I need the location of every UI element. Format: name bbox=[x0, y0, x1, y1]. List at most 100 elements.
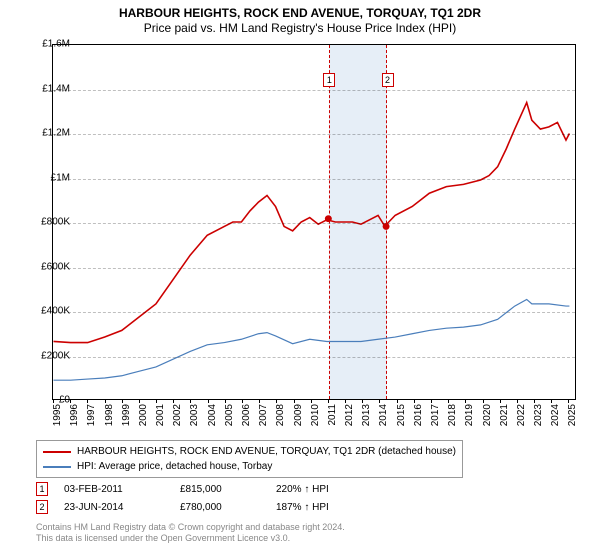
x-tick bbox=[345, 399, 346, 403]
x-axis-label: 1996 bbox=[69, 404, 80, 426]
legend-item-subject: HARBOUR HEIGHTS, ROCK END AVENUE, TORQUA… bbox=[43, 444, 456, 459]
x-axis-label: 2018 bbox=[447, 404, 458, 426]
x-axis-label: 2008 bbox=[275, 404, 286, 426]
legend-label: HPI: Average price, detached house, Torb… bbox=[77, 459, 272, 474]
x-axis-label: 2019 bbox=[464, 404, 475, 426]
x-axis-label: 2000 bbox=[138, 404, 149, 426]
x-axis-label: 2014 bbox=[378, 404, 389, 426]
x-tick bbox=[517, 399, 518, 403]
x-tick bbox=[105, 399, 106, 403]
x-tick bbox=[534, 399, 535, 403]
x-tick bbox=[465, 399, 466, 403]
x-axis-label: 2004 bbox=[207, 404, 218, 426]
y-axis-label: £1M bbox=[26, 172, 70, 183]
x-axis-label: 2005 bbox=[224, 404, 235, 426]
chart-container: HARBOUR HEIGHTS, ROCK END AVENUE, TORQUA… bbox=[0, 0, 600, 560]
sale-marker-box: 1 bbox=[36, 482, 48, 496]
x-tick bbox=[122, 399, 123, 403]
x-axis-label: 2002 bbox=[172, 404, 183, 426]
x-tick bbox=[294, 399, 295, 403]
x-tick bbox=[362, 399, 363, 403]
x-tick bbox=[379, 399, 380, 403]
sale-vs-hpi: 220% ↑ HPI bbox=[276, 484, 376, 495]
x-axis-label: 2001 bbox=[155, 404, 166, 426]
x-tick bbox=[190, 399, 191, 403]
chart-svg bbox=[53, 45, 575, 399]
legend: HARBOUR HEIGHTS, ROCK END AVENUE, TORQUA… bbox=[36, 440, 463, 478]
x-axis-label: 2007 bbox=[258, 404, 269, 426]
x-axis-label: 2023 bbox=[533, 404, 544, 426]
chart-title-sub: Price paid vs. HM Land Registry's House … bbox=[0, 21, 600, 36]
x-axis-label: 1997 bbox=[86, 404, 97, 426]
x-axis-label: 2003 bbox=[189, 404, 200, 426]
y-axis-label: £200K bbox=[26, 350, 70, 361]
x-tick bbox=[87, 399, 88, 403]
footnote-line: This data is licensed under the Open Gov… bbox=[36, 533, 345, 544]
chart-title-main: HARBOUR HEIGHTS, ROCK END AVENUE, TORQUA… bbox=[0, 6, 600, 21]
x-axis-label: 2016 bbox=[413, 404, 424, 426]
x-axis-label: 2025 bbox=[567, 404, 578, 426]
x-tick bbox=[500, 399, 501, 403]
x-axis-label: 2020 bbox=[482, 404, 493, 426]
x-tick bbox=[173, 399, 174, 403]
table-row: 2 23-JUN-2014 £780,000 187% ↑ HPI bbox=[36, 498, 376, 516]
legend-item-hpi: HPI: Average price, detached house, Torb… bbox=[43, 459, 456, 474]
sale-date: 03-FEB-2011 bbox=[64, 484, 164, 495]
sale-date: 23-JUN-2014 bbox=[64, 502, 164, 513]
x-axis-label: 2022 bbox=[516, 404, 527, 426]
gridline bbox=[53, 312, 575, 313]
title-block: HARBOUR HEIGHTS, ROCK END AVENUE, TORQUA… bbox=[0, 0, 600, 36]
y-axis-label: £0 bbox=[26, 395, 70, 406]
x-axis-label: 2015 bbox=[396, 404, 407, 426]
plot-area: 12 bbox=[52, 44, 576, 400]
y-axis-label: £800K bbox=[26, 217, 70, 228]
x-tick bbox=[568, 399, 569, 403]
y-axis-label: £600K bbox=[26, 261, 70, 272]
footnote: Contains HM Land Registry data © Crown c… bbox=[36, 522, 345, 545]
y-axis-label: £1.2M bbox=[26, 128, 70, 139]
x-tick bbox=[276, 399, 277, 403]
x-tick bbox=[208, 399, 209, 403]
x-tick bbox=[139, 399, 140, 403]
x-axis-label: 2012 bbox=[344, 404, 355, 426]
table-row: 1 03-FEB-2011 £815,000 220% ↑ HPI bbox=[36, 480, 376, 498]
y-axis-label: £1.4M bbox=[26, 83, 70, 94]
x-axis-label: 2024 bbox=[550, 404, 561, 426]
x-tick bbox=[551, 399, 552, 403]
sale-marker-box: 2 bbox=[36, 500, 48, 514]
x-axis-label: 1999 bbox=[121, 404, 132, 426]
gridline bbox=[53, 268, 575, 269]
x-tick bbox=[225, 399, 226, 403]
x-tick bbox=[414, 399, 415, 403]
legend-label: HARBOUR HEIGHTS, ROCK END AVENUE, TORQUA… bbox=[77, 444, 456, 459]
sale-price: £815,000 bbox=[180, 484, 260, 495]
x-tick bbox=[397, 399, 398, 403]
x-tick bbox=[311, 399, 312, 403]
x-axis-label: 2011 bbox=[327, 404, 338, 426]
x-axis-label: 2021 bbox=[499, 404, 510, 426]
x-axis-label: 1995 bbox=[52, 404, 63, 426]
x-axis-label: 2009 bbox=[293, 404, 304, 426]
y-axis-label: £1.6M bbox=[26, 39, 70, 50]
legend-swatch bbox=[43, 466, 71, 468]
legend-swatch bbox=[43, 451, 71, 453]
x-axis-label: 2006 bbox=[241, 404, 252, 426]
sale-marker-box: 1 bbox=[323, 73, 335, 87]
x-tick bbox=[483, 399, 484, 403]
x-axis-label: 1998 bbox=[104, 404, 115, 426]
footnote-line: Contains HM Land Registry data © Crown c… bbox=[36, 522, 345, 533]
x-tick bbox=[242, 399, 243, 403]
sale-marker-box: 2 bbox=[382, 73, 394, 87]
x-tick bbox=[70, 399, 71, 403]
sale-price: £780,000 bbox=[180, 502, 260, 513]
x-axis-label: 2010 bbox=[310, 404, 321, 426]
x-tick bbox=[328, 399, 329, 403]
x-axis-label: 2013 bbox=[361, 404, 372, 426]
sale-vs-hpi: 187% ↑ HPI bbox=[276, 502, 376, 513]
gridline bbox=[53, 134, 575, 135]
sales-table: 1 03-FEB-2011 £815,000 220% ↑ HPI 2 23-J… bbox=[36, 480, 376, 516]
gridline bbox=[53, 223, 575, 224]
gridline bbox=[53, 357, 575, 358]
x-tick bbox=[431, 399, 432, 403]
x-tick bbox=[448, 399, 449, 403]
